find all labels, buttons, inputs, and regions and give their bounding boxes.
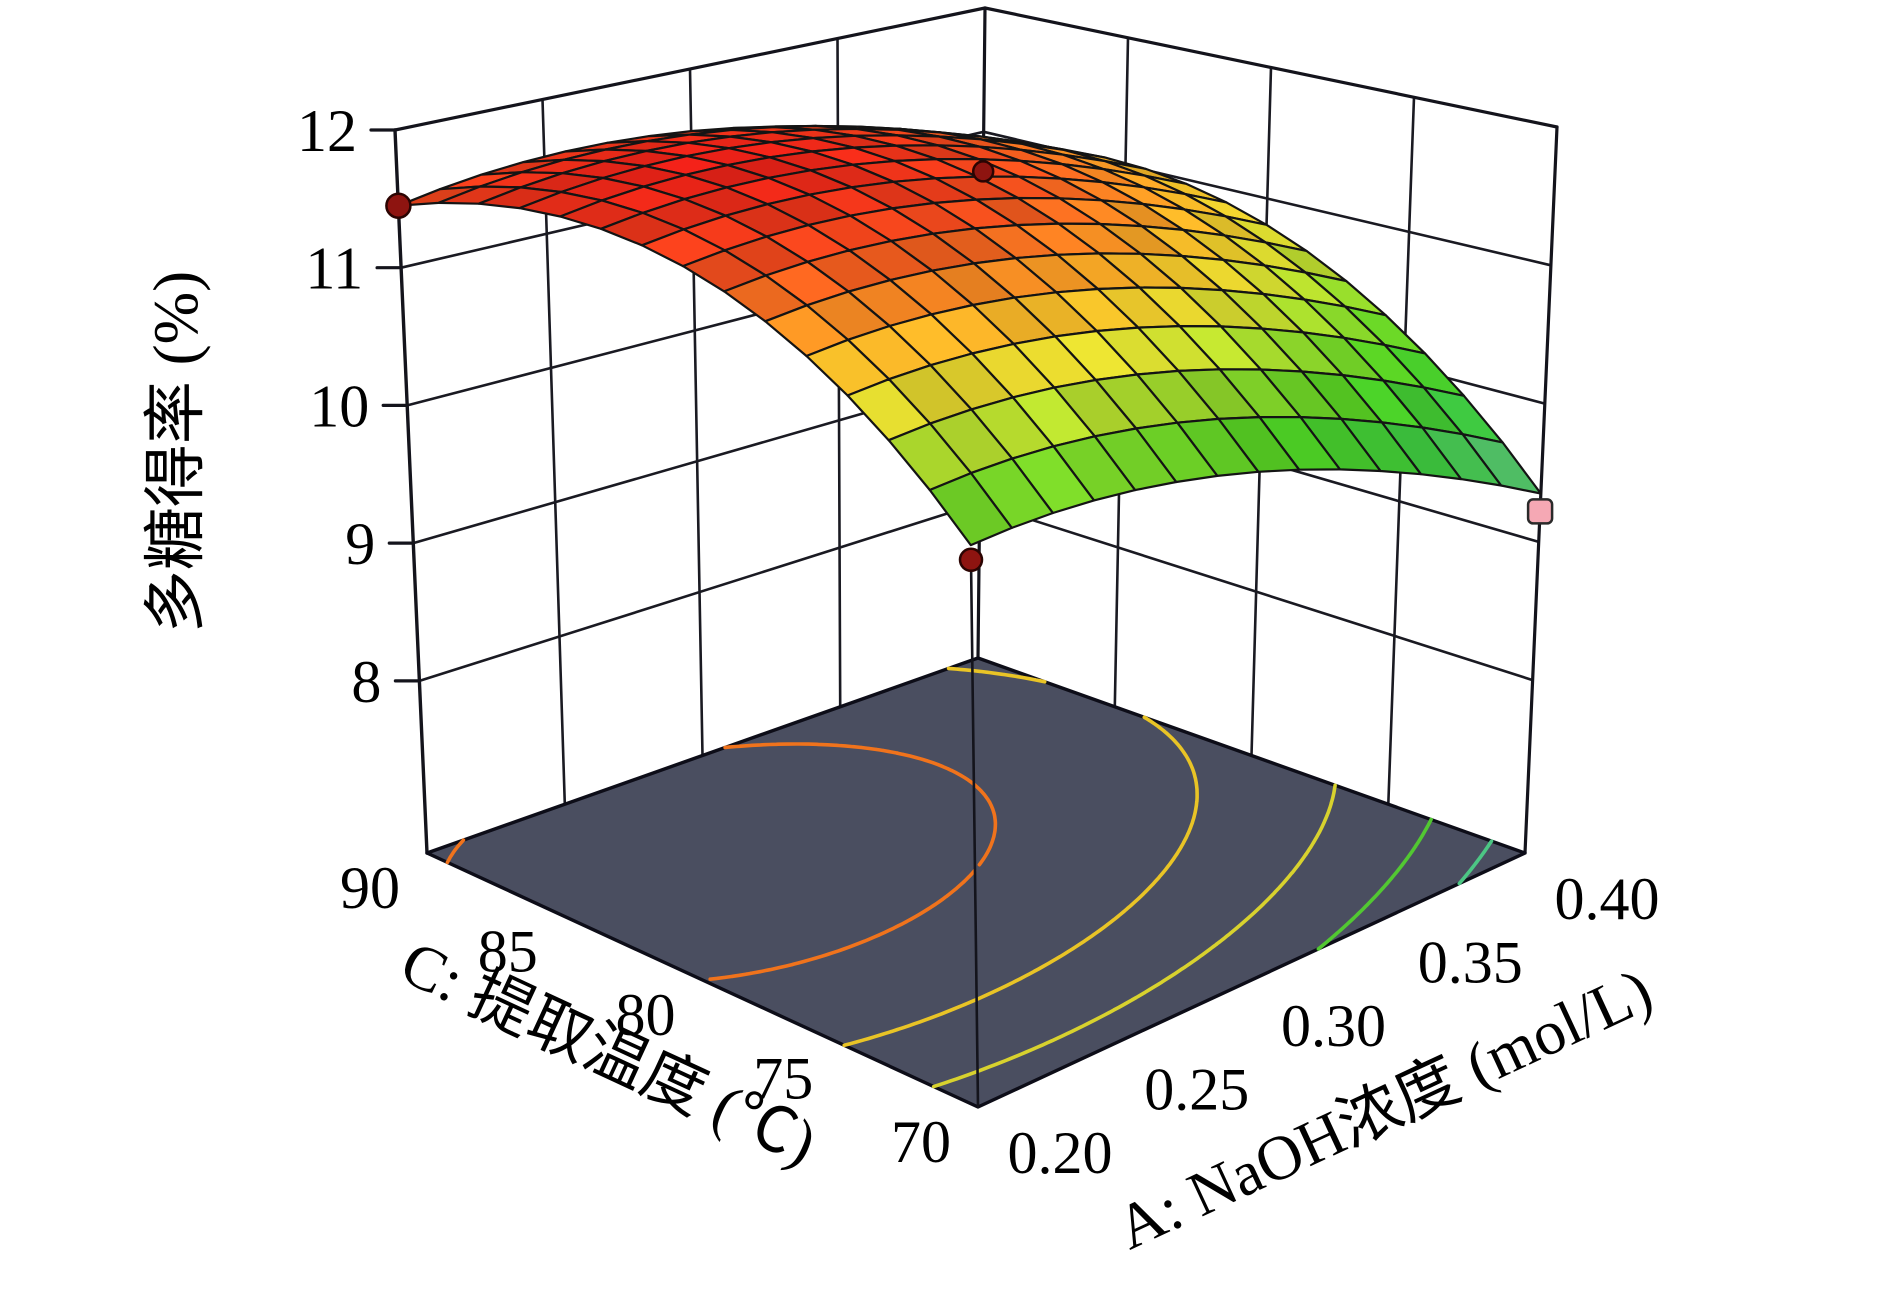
design-point: [958, 547, 984, 573]
c-tick-label: 85: [478, 919, 538, 985]
z-axis-title: 多糖得率 (%): [141, 271, 211, 633]
contour-line: [1457, 839, 1494, 886]
z-tick-label: 10: [309, 373, 369, 439]
contour-line: [445, 742, 998, 981]
contour-line: [1316, 817, 1433, 951]
a-tick-label: 0.40: [1555, 866, 1660, 932]
z-tick-label: 11: [305, 236, 363, 302]
design-point: [385, 192, 412, 219]
design-point: [1526, 498, 1554, 525]
droplines: [969, 558, 980, 1109]
surface-cell: [928, 472, 1013, 547]
z-axis: 8 9 10 11 12 多糖得率 (%): [141, 98, 421, 715]
c-tick-label: 70: [891, 1109, 951, 1175]
design-points: [385, 160, 1554, 573]
c-tick-label: 90: [340, 855, 400, 921]
design-point: [971, 160, 995, 183]
a-tick-label: 0.25: [1144, 1057, 1249, 1123]
a-tick-label: 0.35: [1418, 930, 1523, 996]
contour-line: [931, 783, 1337, 1089]
surface-mesh: [397, 124, 1542, 547]
z-tick-label: 8: [351, 649, 381, 715]
a-tick-label: 0.20: [1008, 1120, 1113, 1186]
z-tick-label: 12: [297, 98, 357, 164]
z-tick-label: 9: [345, 511, 375, 577]
c-tick-label: 75: [753, 1046, 813, 1112]
contour-line: [842, 666, 1199, 1048]
c-tick-label: 80: [616, 982, 676, 1048]
a-tick-label: 0.30: [1281, 993, 1386, 1059]
